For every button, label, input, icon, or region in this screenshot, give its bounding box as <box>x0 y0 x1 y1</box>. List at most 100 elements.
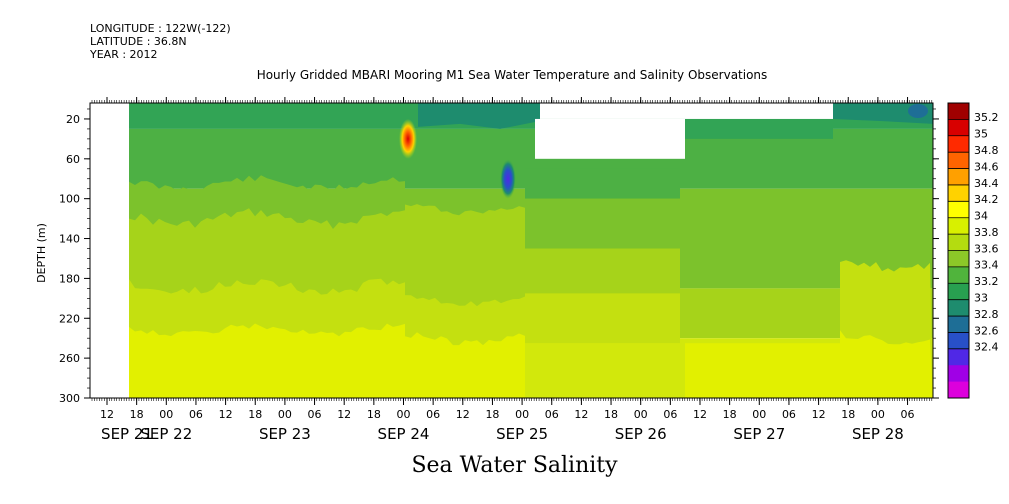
y-tick-label: 220 <box>59 312 80 325</box>
missing-data <box>90 103 129 398</box>
x-date-label: SEP 27 <box>733 425 785 443</box>
x-tick-label: 00 <box>871 408 885 421</box>
x-tick-label: 18 <box>485 408 499 421</box>
y-axis-label: DEPTH (m) <box>35 223 48 283</box>
year-label: YEAR : 2012 <box>90 48 158 61</box>
low-salinity-anomaly <box>500 158 516 199</box>
x-tick-label: 06 <box>782 408 796 421</box>
x-date-label: SEP 26 <box>615 425 667 443</box>
x-tick-label: 06 <box>189 408 203 421</box>
chart-title: Hourly Gridded MBARI Mooring M1 Sea Wate… <box>256 68 768 82</box>
colorbar-swatch <box>948 266 969 284</box>
colorbar-label: 35.2 <box>974 111 999 124</box>
colorbar-label: 33.4 <box>974 259 999 272</box>
colorbar-swatch <box>948 250 969 268</box>
missing-data <box>685 103 833 119</box>
x-tick-label: 18 <box>367 408 381 421</box>
colorbar-swatch <box>948 234 969 251</box>
x-tick-label: 00 <box>752 408 766 421</box>
colorbar-swatch <box>948 201 969 219</box>
x-date-label: SEP 24 <box>378 425 430 443</box>
flat-region <box>525 293 680 344</box>
colorbar-swatch <box>948 152 969 170</box>
x-tick-label: 12 <box>693 408 707 421</box>
high-salinity-anomaly <box>399 118 417 159</box>
flat-region <box>525 198 680 249</box>
colorbar-swatch <box>948 316 969 333</box>
latitude-label: LATITUDE : 36.8N <box>90 35 187 48</box>
flat-region <box>685 343 840 398</box>
colorbar-swatch <box>948 283 969 301</box>
plot-frame <box>89 102 934 399</box>
x-tick-label: 12 <box>456 408 470 421</box>
x-tick-label: 06 <box>901 408 915 421</box>
x-tick-label: 00 <box>634 408 648 421</box>
colorbar-label: 33.8 <box>974 226 999 239</box>
contour-layer <box>129 323 405 398</box>
colorbar-swatch <box>948 332 969 350</box>
y-tick-label: 20 <box>66 113 80 126</box>
colorbar-label: 33.2 <box>974 275 999 288</box>
colorbar-label: 34.8 <box>974 144 999 157</box>
x-tick-label: 18 <box>723 408 737 421</box>
x-tick-label: 00 <box>159 408 173 421</box>
flat-region <box>525 248 680 294</box>
colorbar-label: 34.6 <box>974 160 999 173</box>
colorbar-swatch <box>948 299 969 317</box>
contour-layer <box>840 330 933 398</box>
colorbar-label: 33.6 <box>974 242 999 255</box>
missing-data <box>535 118 685 159</box>
colorbar-swatch <box>948 184 969 202</box>
colorbar-label: 35 <box>974 128 988 141</box>
colorbar-swatch <box>948 103 969 120</box>
colorbar-label: 32.6 <box>974 324 999 337</box>
contour-layer <box>405 332 525 398</box>
x-date-label: SEP 28 <box>852 425 904 443</box>
x-tick-label: 18 <box>248 408 262 421</box>
x-date-label: SEP 25 <box>496 425 548 443</box>
colorbar-label: 33 <box>974 291 988 304</box>
x-tick-label: 12 <box>574 408 588 421</box>
flat-region <box>525 168 680 199</box>
low-salinity-patch <box>908 103 928 118</box>
y-tick-label: 100 <box>59 193 80 206</box>
x-tick-label: 00 <box>278 408 292 421</box>
longitude-label: LONGITUDE : 122W(-122) <box>90 22 231 35</box>
colorbar-swatch <box>948 119 969 137</box>
flat-region <box>525 343 680 398</box>
missing-data <box>540 103 685 119</box>
x-tick-label: 18 <box>130 408 144 421</box>
surface-band <box>685 118 833 139</box>
colorbar-swatch <box>948 365 969 383</box>
x-tick-label: 06 <box>545 408 559 421</box>
x-tick-label: 06 <box>663 408 677 421</box>
x-tick-label: 12 <box>219 408 233 421</box>
metadata-block: LONGITUDE : 122W(-122) LATITUDE : 36.8N … <box>90 22 231 61</box>
x-tick-label: 18 <box>841 408 855 421</box>
colorbar-swatch <box>948 348 969 366</box>
colorbar-label: 32.4 <box>974 341 999 354</box>
x-tick-label: 06 <box>426 408 440 421</box>
colorbar-swatch <box>948 381 969 399</box>
x-tick-label: 12 <box>812 408 826 421</box>
colorbar-label: 34.4 <box>974 177 999 190</box>
chart-bottom-title: Sea Water Salinity <box>411 453 618 478</box>
colorbar-label: 34 <box>974 210 988 223</box>
x-date-label: SEP 21 <box>101 425 153 443</box>
y-tick-label: 260 <box>59 352 80 365</box>
x-tick-label: 18 <box>604 408 618 421</box>
colorbar-swatch <box>948 217 969 235</box>
y-tick-label: 140 <box>59 233 80 246</box>
x-tick-label: 00 <box>397 408 411 421</box>
x-tick-label: 12 <box>100 408 114 421</box>
x-tick-label: 06 <box>308 408 322 421</box>
x-date-label: SEP 23 <box>259 425 311 443</box>
colorbar-label: 32.8 <box>974 308 999 321</box>
x-tick-label: 12 <box>337 408 351 421</box>
low-salinity-patch <box>418 103 540 129</box>
y-tick-label: 180 <box>59 272 80 285</box>
y-tick-label: 60 <box>66 153 80 166</box>
colorbar-swatch <box>948 168 969 186</box>
low-salinity-patch <box>833 103 933 124</box>
